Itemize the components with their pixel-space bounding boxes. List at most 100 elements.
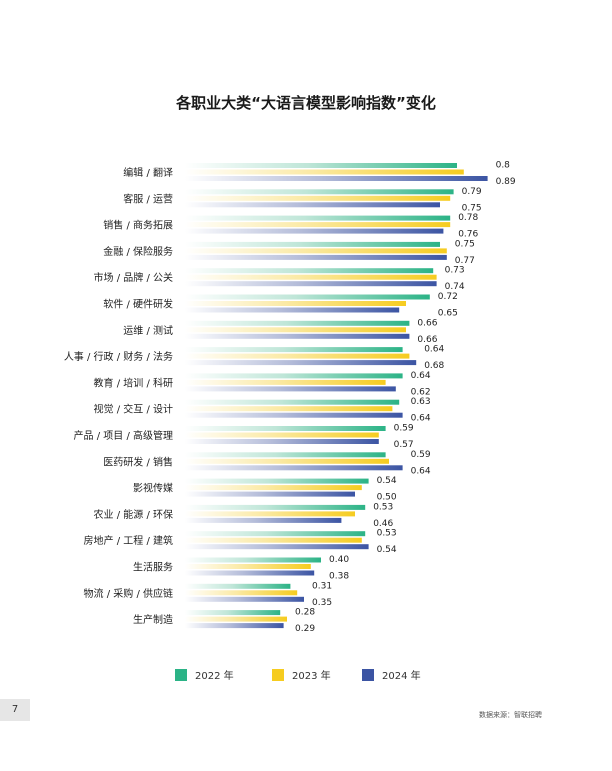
category-label: 生活服务 bbox=[133, 561, 173, 574]
category-label: 生产制造 bbox=[133, 613, 173, 626]
bar-2024 bbox=[185, 386, 396, 392]
category-label: 影视传媒 bbox=[133, 482, 173, 495]
data-label: 0.59 bbox=[394, 424, 414, 434]
category-label: 软件 / 硬件研发 bbox=[103, 298, 173, 311]
data-label: 0.79 bbox=[462, 187, 482, 197]
bar-2023 bbox=[185, 537, 362, 543]
bar-2023 bbox=[185, 564, 311, 569]
bar-2022 bbox=[185, 294, 430, 300]
category-label: 教育 / 培训 / 科研 bbox=[94, 376, 173, 389]
data-source-note: 数据来源：智联招聘 bbox=[479, 711, 542, 719]
bar-2023 bbox=[185, 222, 451, 228]
data-label: 0.76 bbox=[458, 230, 478, 240]
data-label: 0.72 bbox=[438, 292, 458, 302]
legend-item-2022: 2022 年 bbox=[175, 667, 234, 682]
data-label: 0.59 bbox=[411, 450, 431, 460]
bar-2022 bbox=[185, 504, 366, 510]
bar-2024 bbox=[185, 439, 379, 444]
legend-item-2023: 2023 年 bbox=[272, 667, 331, 682]
data-label: 0.65 bbox=[438, 309, 458, 319]
bar-2022 bbox=[185, 320, 410, 326]
data-label: 0.77 bbox=[455, 256, 475, 266]
data-label: 0.40 bbox=[329, 555, 349, 565]
data-label: 0.54 bbox=[377, 545, 397, 555]
bar-2023 bbox=[185, 616, 287, 622]
data-label: 0.75 bbox=[455, 239, 475, 249]
bar-2023 bbox=[185, 406, 393, 412]
bar-2022 bbox=[185, 373, 403, 379]
bar-2024 bbox=[185, 281, 437, 287]
bar-2024 bbox=[185, 254, 447, 260]
bar-2024 bbox=[185, 412, 403, 418]
data-label: 0.29 bbox=[295, 624, 315, 634]
bar-2024 bbox=[185, 491, 355, 497]
bar-2022 bbox=[185, 426, 386, 431]
data-label: 0.64 bbox=[411, 371, 431, 381]
data-label: 0.68 bbox=[424, 361, 444, 371]
bar-2022 bbox=[185, 557, 321, 563]
bar-2022 bbox=[185, 347, 403, 353]
category-label: 房地产 / 工程 / 建筑 bbox=[84, 534, 173, 547]
bar-2024 bbox=[185, 228, 444, 234]
bar-2023 bbox=[185, 301, 406, 306]
bar-2023 bbox=[185, 169, 464, 175]
bar-chart: 编辑 / 翻译 0.8 0.89 客服 / 运营 0.79 0.75 销售 / 商务拓展 0.… bbox=[64, 161, 516, 635]
page-number: 7 bbox=[0, 699, 30, 721]
data-label: 0.74 bbox=[445, 282, 465, 292]
data-label: 0.66 bbox=[417, 318, 437, 328]
bar-2022 bbox=[185, 610, 281, 616]
legend-swatch-2023 bbox=[272, 668, 284, 681]
category-label: 人事 / 行政 / 财务 / 法务 bbox=[64, 350, 173, 363]
bar-2024 bbox=[185, 202, 440, 208]
bar-2022 bbox=[185, 478, 369, 484]
bar-2023 bbox=[185, 590, 298, 596]
bar-2024 bbox=[185, 570, 315, 576]
bar-2024 bbox=[185, 465, 403, 471]
legend-label-2024: 2024 年 bbox=[382, 671, 421, 682]
legend-item-2024: 2024 年 bbox=[362, 667, 421, 682]
bar-2022 bbox=[185, 215, 451, 221]
legend-label-2023: 2023 年 bbox=[292, 671, 331, 682]
data-label: 0.64 bbox=[424, 345, 444, 355]
bar-2022 bbox=[185, 241, 440, 247]
bar-2023 bbox=[185, 353, 410, 359]
bar-2024 bbox=[185, 517, 342, 523]
bar-2023 bbox=[185, 327, 406, 333]
category-label: 物流 / 采购 / 供应链 bbox=[84, 587, 173, 600]
category-label: 销售 / 商务拓展 bbox=[103, 219, 173, 232]
data-label: 0.35 bbox=[312, 598, 332, 608]
legend-swatch-2024 bbox=[362, 668, 374, 681]
category-label: 金融 / 保险服务 bbox=[103, 245, 173, 258]
legend-label-2022: 2022 年 bbox=[195, 671, 234, 682]
bar-2024 bbox=[185, 623, 284, 629]
bar-2022 bbox=[185, 268, 434, 274]
chart-title: 各职业大类“大语言模型影响指数”变化 bbox=[176, 94, 436, 112]
category-label: 医药研发 / 销售 bbox=[103, 455, 173, 468]
bar-2022 bbox=[185, 189, 454, 195]
bar-2024 bbox=[185, 176, 488, 181]
bar-2022 bbox=[185, 399, 400, 405]
bar-2023 bbox=[185, 379, 386, 385]
bar-2023 bbox=[185, 511, 355, 517]
data-label: 0.64 bbox=[411, 466, 431, 476]
category-label: 客服 / 运营 bbox=[123, 192, 173, 205]
data-label: 0.38 bbox=[329, 572, 349, 582]
bar-2022 bbox=[185, 583, 291, 589]
bar-2022 bbox=[185, 531, 366, 537]
bar-2024 bbox=[185, 360, 417, 366]
chart-legend: 2022 年 2023 年 2024 年 bbox=[0, 667, 612, 683]
data-label: 0.66 bbox=[417, 335, 437, 345]
bar-2023 bbox=[185, 195, 451, 201]
data-label: 0.28 bbox=[295, 608, 315, 618]
bar-2023 bbox=[185, 485, 362, 491]
data-label: 0.78 bbox=[458, 213, 478, 223]
data-label: 0.46 bbox=[373, 519, 393, 529]
bar-2023 bbox=[185, 274, 437, 280]
bar-2022 bbox=[185, 452, 386, 458]
data-label: 0.8 bbox=[496, 161, 511, 171]
bar-2023 bbox=[185, 458, 389, 464]
bar-2024 bbox=[185, 596, 304, 602]
bar-2022 bbox=[185, 163, 457, 168]
data-label: 0.53 bbox=[373, 502, 393, 512]
data-label: 0.31 bbox=[312, 581, 332, 591]
